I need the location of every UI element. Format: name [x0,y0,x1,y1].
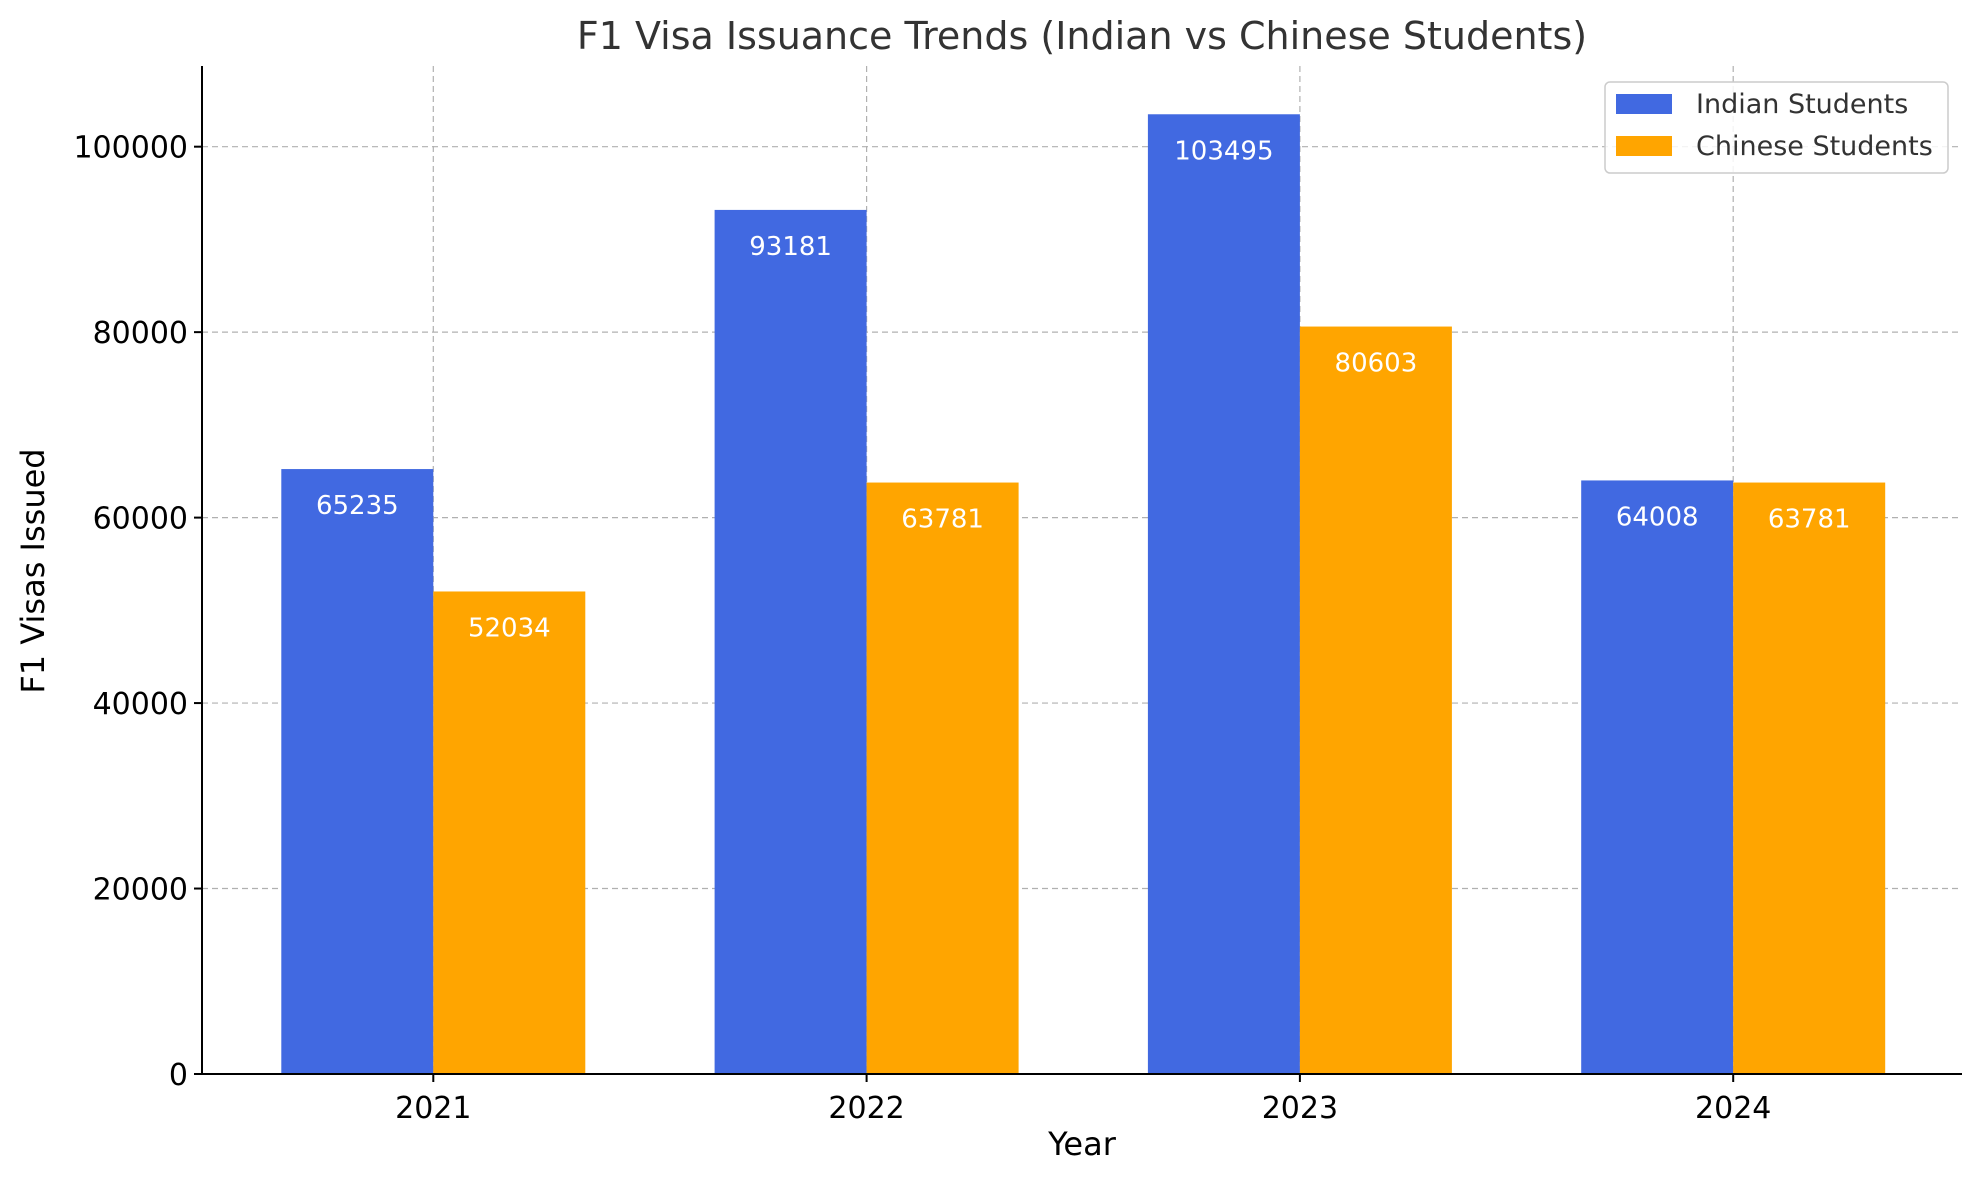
y-axis-label: F1 Visas Issued [14,448,52,693]
bar-chinese-2021 [433,591,586,1074]
y-tick-label: 40000 [93,687,188,722]
chart-title: F1 Visa Issuance Trends (Indian vs Chine… [577,14,1587,58]
bar-indian-2024 [1581,480,1734,1074]
data-label: 64008 [1616,502,1699,532]
y-tick-label: 100000 [73,131,188,166]
y-tick-label: 60000 [93,502,188,537]
bar-indian-2021 [281,469,434,1074]
legend-label-chinese: Chinese Students [1696,131,1933,162]
x-axis-label: Year [1047,1125,1117,1163]
legend-box [1604,81,1949,174]
data-label: 63781 [1768,505,1851,535]
y-tick-label: 20000 [93,873,188,908]
data-label: 52034 [468,613,551,643]
legend-swatch-chinese [1616,136,1672,156]
legend: Indian Students Chinese Students [1604,81,1949,174]
y-tick-label: 80000 [93,316,188,351]
legend-swatch-indian [1616,94,1672,114]
bar-chinese-2024 [1733,482,1886,1074]
bars [281,114,1886,1075]
bar-chinese-2023 [1299,326,1452,1074]
x-tick-label: 2024 [1695,1091,1771,1126]
axes [201,66,1962,1075]
bar-chinese-2022 [866,482,1019,1074]
x-tick-label: 2022 [828,1091,904,1126]
data-label: 80603 [1335,349,1418,379]
bar-indian-2022 [714,209,867,1074]
data-label: 103495 [1174,136,1273,166]
ticks: 0 20000 40000 60000 80000 100000 2021 2022 2023 2… [73,131,1771,1126]
data-labels: 65235 93181 103495 64008 52034 63781 80603 6378… [316,136,1851,643]
data-label: 65235 [316,491,399,521]
data-label: 63781 [901,505,984,535]
bar-indian-2023 [1147,114,1300,1075]
x-tick-label: 2023 [1262,1091,1338,1126]
data-label: 93181 [749,232,832,262]
legend-label-indian: Indian Students [1696,89,1908,120]
y-tick-label: 0 [169,1058,188,1093]
x-tick-label: 2021 [395,1091,471,1126]
